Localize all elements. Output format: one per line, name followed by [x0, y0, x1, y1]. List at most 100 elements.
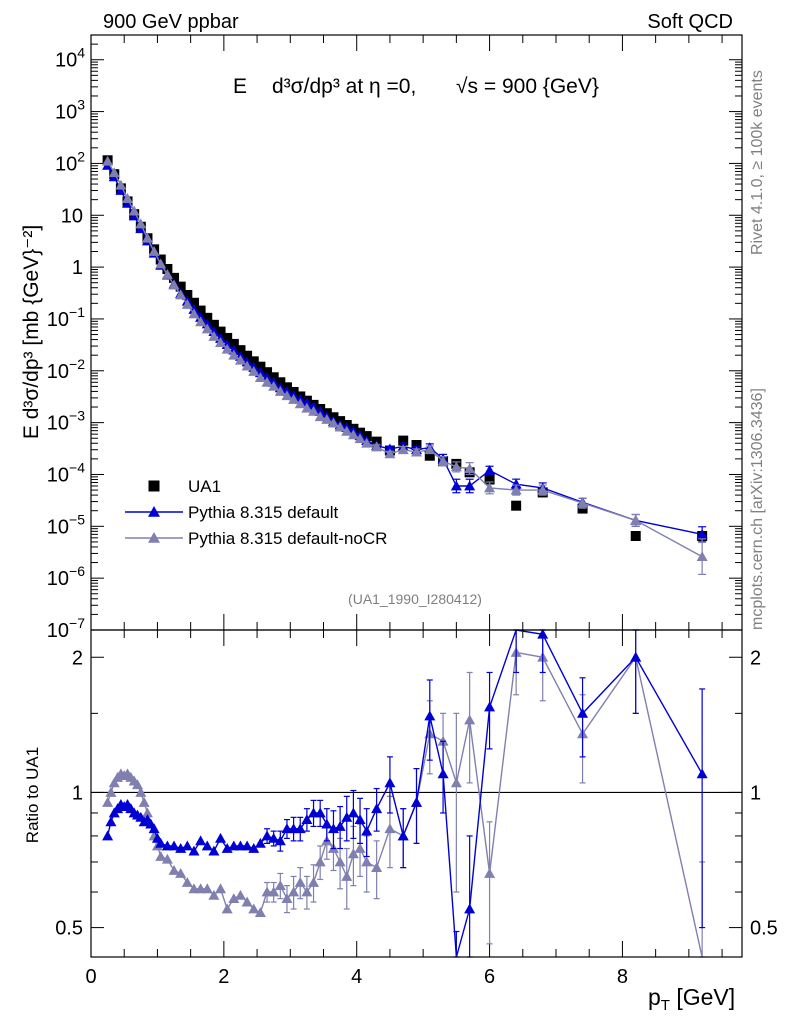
data-point — [115, 185, 127, 195]
ratio-point — [215, 832, 227, 843]
ratio-point — [175, 843, 187, 853]
ratio-point — [437, 768, 449, 779]
data-point — [215, 337, 227, 347]
ratio-point — [537, 628, 549, 639]
data-point — [347, 429, 359, 440]
main-y-tick-label: 10−1 — [47, 304, 85, 331]
data-point — [208, 319, 219, 330]
data-point — [175, 289, 187, 300]
legend: UA1 Pythia 8.315 default Pythia 8.315 defa… — [125, 477, 387, 548]
data-point — [248, 356, 259, 367]
ratio-point — [141, 807, 153, 818]
main-y-tick-label: 10−4 — [47, 459, 85, 486]
data-point — [108, 167, 120, 178]
ratio-point — [450, 777, 462, 788]
ratio-point — [268, 832, 280, 843]
data-point — [577, 497, 589, 508]
data-point — [301, 397, 313, 408]
ratio-point — [464, 903, 476, 914]
series-line — [106, 160, 703, 558]
ratio-point — [102, 830, 114, 841]
data-point — [274, 385, 286, 396]
data-point — [181, 298, 193, 309]
main-y-tick-label: 1 — [72, 257, 83, 279]
ratio-point — [354, 843, 366, 853]
data-point — [195, 316, 207, 327]
ratio-point — [361, 856, 373, 867]
ratio-point — [354, 814, 366, 824]
x-tick-label: 4 — [351, 966, 362, 988]
data-point — [241, 360, 253, 371]
ratio-point — [254, 837, 266, 848]
data-point — [161, 269, 173, 279]
ratio-point — [234, 889, 246, 900]
x-tick-label: 8 — [617, 966, 628, 988]
svg-text:pT [GeV]: pT [GeV] — [648, 984, 735, 1014]
ratio-point — [248, 903, 260, 914]
data-point — [511, 500, 522, 511]
data-point — [450, 461, 462, 472]
data-point — [354, 433, 366, 444]
legend-marker — [148, 506, 160, 517]
data-point — [228, 338, 239, 349]
data-point — [424, 444, 436, 455]
data-point — [484, 482, 496, 493]
data-point — [301, 402, 313, 413]
ratio-y-axis-label: Ratio to UA1 — [23, 747, 42, 843]
ratio-point — [334, 856, 346, 867]
main-y-tick-label: 103 — [55, 97, 85, 124]
data-point — [450, 480, 462, 491]
data-point — [288, 393, 300, 404]
ratio-point — [341, 811, 353, 822]
ratio-point — [334, 820, 346, 831]
ratio-point — [314, 807, 326, 818]
ratio-frame — [90, 629, 743, 958]
ratio-y-tick-label-right: 2 — [750, 647, 761, 669]
ratio-point — [484, 867, 496, 878]
data-point — [102, 155, 114, 166]
data-point — [327, 417, 339, 428]
data-point — [384, 448, 396, 459]
ratio-point — [102, 796, 114, 807]
data-point — [228, 349, 240, 360]
x-tick-label: 0 — [85, 966, 96, 988]
ratio-point — [155, 850, 167, 861]
ratio-point — [384, 823, 396, 834]
ratio-point — [168, 865, 180, 875]
data-point — [254, 372, 266, 382]
x-tick-label: 2 — [218, 966, 229, 988]
data-point — [397, 444, 409, 455]
ratio-point — [347, 807, 359, 818]
data-point — [208, 330, 220, 341]
data-point — [341, 425, 353, 436]
legend-marker — [148, 532, 160, 543]
title-prefix: E — [233, 75, 247, 98]
ratio-point — [281, 893, 293, 904]
main-y-tick-label: 104 — [55, 45, 85, 72]
ratio-point — [301, 814, 313, 824]
data-point — [321, 413, 333, 424]
ratio-point — [411, 796, 422, 807]
analysis-tag: (UA1_1990_I280412) — [348, 591, 482, 607]
ratio-point — [228, 893, 240, 904]
ratio-point — [261, 830, 273, 841]
ratio-point — [301, 886, 313, 897]
data-point — [122, 193, 134, 203]
title-formula: d³σ/dp³ at η =0, — [272, 75, 416, 98]
ratio-point — [274, 835, 286, 846]
ratio-point — [254, 907, 266, 917]
data-point — [202, 312, 213, 323]
main-y-tick-label: 10−2 — [47, 356, 85, 383]
ratio-point — [321, 818, 333, 829]
data-point — [464, 463, 476, 473]
ratio-point — [397, 830, 409, 841]
ratio-point — [294, 823, 306, 834]
data-point — [188, 297, 199, 308]
data-point — [510, 484, 522, 495]
x-axis-label: pT [GeV] — [648, 984, 735, 1014]
ratio-y-tick-label: 1 — [72, 782, 83, 804]
data-point — [294, 398, 306, 409]
data-point — [248, 365, 260, 376]
